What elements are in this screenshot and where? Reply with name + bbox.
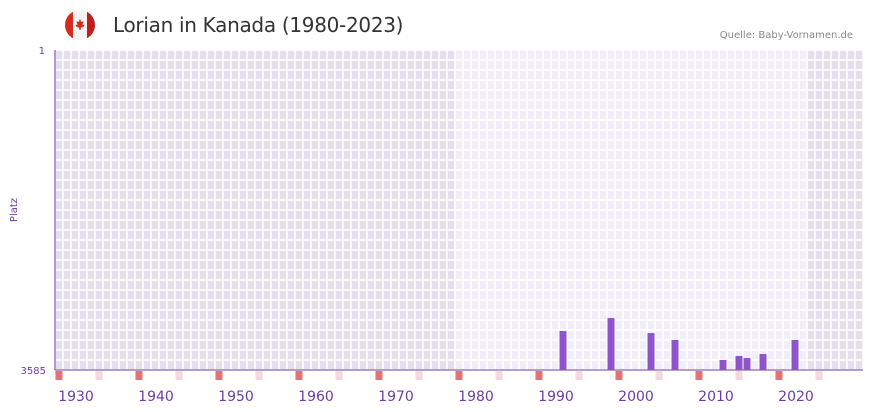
year-marker xyxy=(575,371,583,380)
year-marker xyxy=(535,371,543,380)
x-tick-label: 1980 xyxy=(458,389,494,405)
bar-2002 xyxy=(647,333,655,370)
year-marker xyxy=(255,371,263,380)
year-marker xyxy=(335,371,343,380)
bar-2011 xyxy=(719,360,727,370)
bar-2016 xyxy=(759,354,767,370)
year-marker xyxy=(815,371,823,380)
y-tick-label: 1 xyxy=(39,46,45,57)
x-tick-label: 1960 xyxy=(298,389,334,405)
year-marker xyxy=(695,371,703,380)
x-tick-label: 1950 xyxy=(218,389,254,405)
year-marker xyxy=(775,371,783,380)
year-marker xyxy=(415,371,423,380)
year-marker xyxy=(455,371,463,380)
year-marker xyxy=(215,371,223,380)
bar-2014 xyxy=(743,358,751,370)
bar-1991 xyxy=(559,330,567,370)
x-tick-label: 1990 xyxy=(538,389,574,405)
year-marker xyxy=(175,371,183,380)
year-marker xyxy=(135,371,143,380)
x-tick-label: 2000 xyxy=(618,389,654,405)
bar-2005 xyxy=(671,340,679,370)
canada-flag-icon xyxy=(65,10,95,40)
bar-2013 xyxy=(735,355,743,370)
year-marker xyxy=(295,371,303,380)
chart-title: Lorian in Kanada (1980-2023) xyxy=(113,13,404,37)
year-marker xyxy=(495,371,503,380)
x-tick-label: 2010 xyxy=(698,389,734,405)
x-tick-label: 1970 xyxy=(378,389,414,405)
y-axis-label: Platz xyxy=(9,198,20,222)
year-marker xyxy=(655,371,663,380)
x-tick-label: 1930 xyxy=(58,389,94,405)
year-marker xyxy=(95,371,103,380)
year-marker xyxy=(735,371,743,380)
source-link[interactable]: Quelle: Baby-Vornamen.de xyxy=(719,30,853,41)
x-tick-label: 2020 xyxy=(778,389,814,405)
x-tick-label: 1940 xyxy=(138,389,174,405)
bar-2020 xyxy=(791,340,799,370)
year-marker xyxy=(615,371,623,380)
year-marker xyxy=(375,371,383,380)
year-marker xyxy=(55,371,63,380)
bar-1997 xyxy=(607,318,615,370)
y-tick-label: 3585 xyxy=(21,366,46,377)
